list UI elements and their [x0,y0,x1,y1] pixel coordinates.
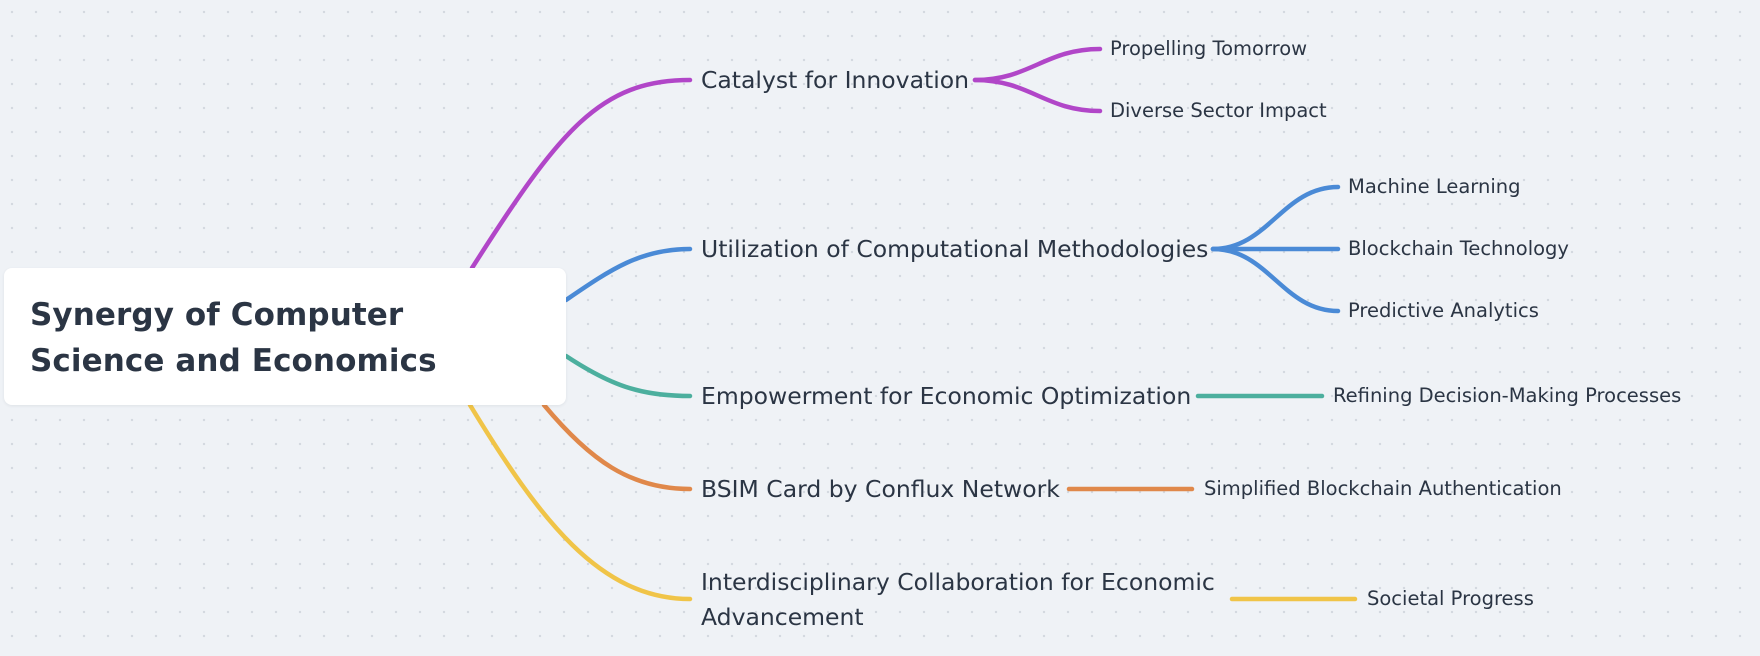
leaf-refining-decision-making-processes[interactable]: Refining Decision-Making Processes [1333,384,1682,407]
branch-utilization-of-computational-methodologies[interactable]: Utilization of Computational Methodologi… [701,235,1209,263]
leaf-machine-learning[interactable]: Machine Learning [1348,175,1521,198]
connector-root-to-utilization [563,246,693,303]
branch-bsim-card-by-conflux-network[interactable]: BSIM Card by Conflux Network [701,475,1060,503]
connector-catalyst-to-propelling [972,46,1103,83]
leaf-blockchain-technology[interactable]: Blockchain Technology [1348,237,1569,260]
root-title: Synergy of Computer Science and Economic… [30,297,437,379]
connector-root-to-bsim [541,402,693,492]
connector-root-to-interdisciplinary [467,402,693,602]
connector-utilization-to-ml [1210,184,1341,252]
leaf-diverse-sector-impact[interactable]: Diverse Sector Impact [1110,99,1327,122]
connector-root-to-empowerment [563,353,693,399]
root-node[interactable]: Synergy of Computer Science and Economic… [4,268,566,405]
leaf-propelling-tomorrow[interactable]: Propelling Tomorrow [1110,37,1308,60]
branch-catalyst-for-innovation[interactable]: Catalyst for Innovation [701,66,969,94]
connector-root-to-catalyst [469,77,693,271]
leaf-predictive-analytics[interactable]: Predictive Analytics [1348,299,1539,322]
leaf-simplified-blockchain-authentication[interactable]: Simplified Blockchain Authentication [1204,477,1562,500]
leaf-societal-progress[interactable]: Societal Progress [1367,587,1534,610]
connector-catalyst-to-diverse [972,77,1103,114]
branch-interdisciplinary-collaboration[interactable]: Interdisciplinary Collaboration for Econ… [701,568,1215,631]
branch-empowerment-for-economic-optimization[interactable]: Empowerment for Economic Optimization [701,382,1192,410]
connector-utilization-to-predictive [1210,246,1341,314]
